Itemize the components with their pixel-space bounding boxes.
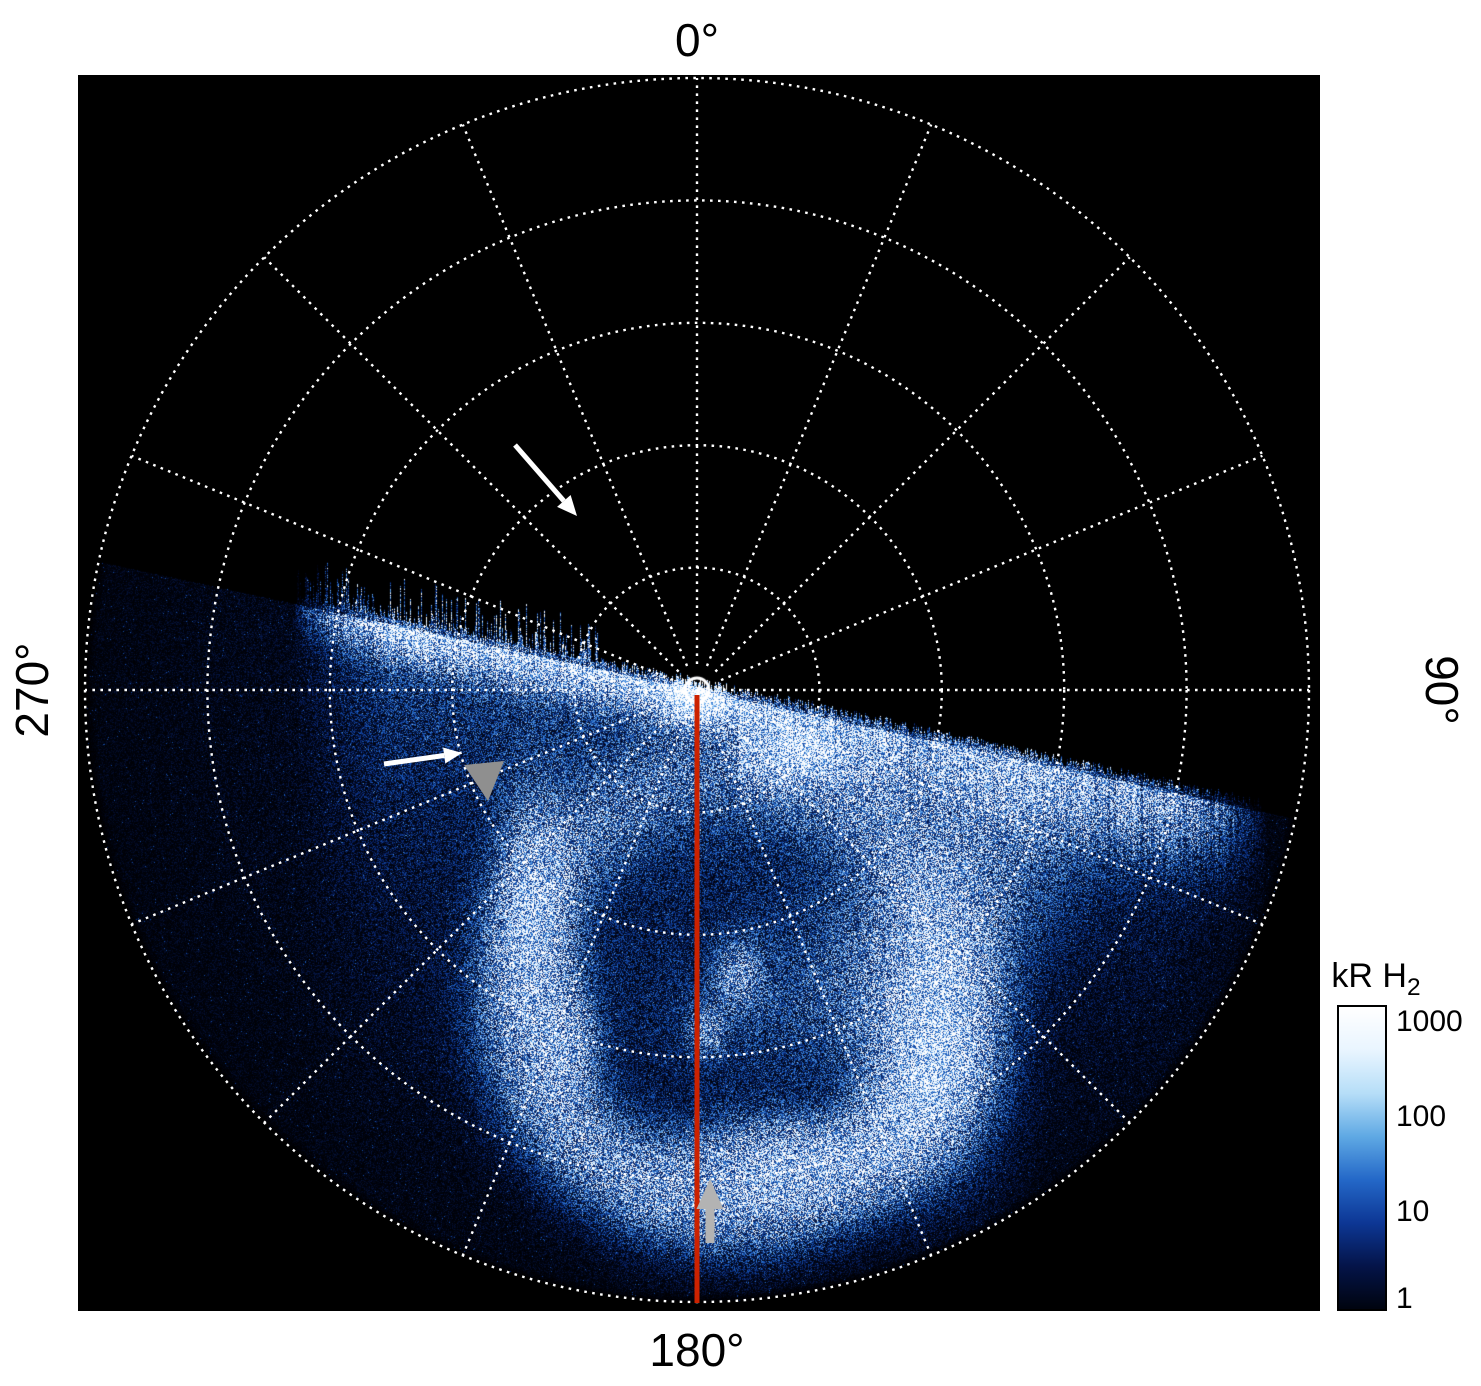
angle-label-0: 0° — [675, 13, 719, 67]
white-arrow-dayside-annotation — [515, 445, 577, 516]
colorbar-tick-label: 100 — [1396, 1100, 1446, 1134]
white-arrow-dawnside-annotation — [384, 747, 462, 764]
colorbar-title: kR H2 — [1331, 957, 1420, 1002]
colorbar-tick-label: 1000 — [1396, 1005, 1463, 1039]
colorbar-tick-label: 10 — [1396, 1195, 1429, 1229]
grid-and-annotations-overlay — [78, 75, 1320, 1311]
angle-label-90: 90° — [1415, 655, 1469, 725]
gray-wedge-marker — [464, 761, 504, 801]
colorbar-title-text: kR H — [1331, 957, 1407, 995]
gray-arrow-up-annotation — [697, 1179, 724, 1243]
figure-page: 0° 270° 90° 180° kR H2 1000 100 10 1 — [0, 0, 1481, 1386]
colorbar-tick-label: 1 — [1396, 1282, 1413, 1316]
colorbar-gradient — [1337, 1005, 1387, 1311]
colorbar-title-subscript: 2 — [1407, 974, 1421, 1001]
angle-label-270: 270° — [5, 642, 59, 737]
polar-plot-area — [78, 75, 1320, 1311]
angle-label-180: 180° — [649, 1323, 744, 1377]
